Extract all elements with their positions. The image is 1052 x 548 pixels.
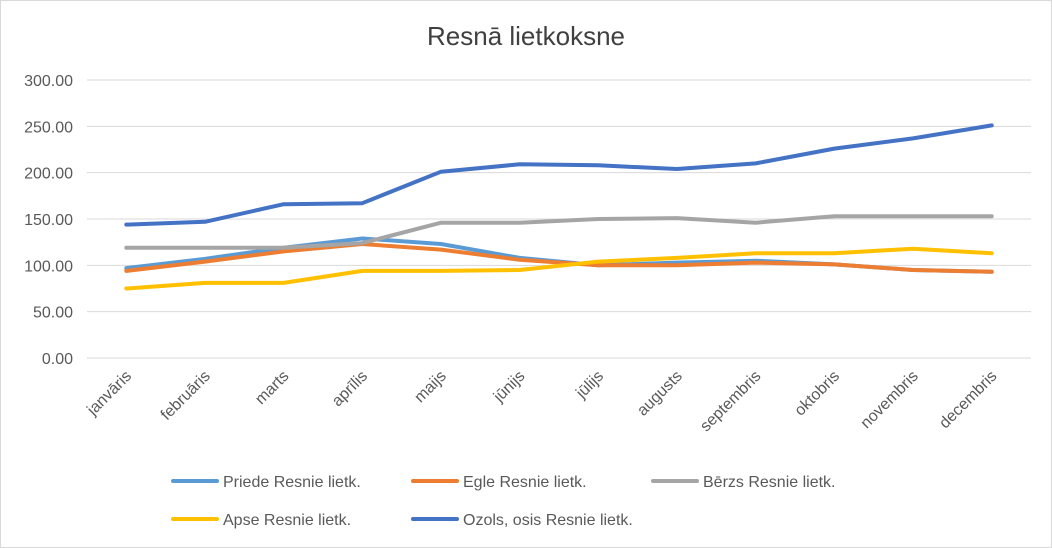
x-tick-label: jūlijs [572, 368, 607, 403]
y-tick-label: 100.00 [24, 258, 73, 275]
chart-title: Resnā lietkoksne [427, 21, 625, 51]
legend-label: Bērzs Resnie lietk. [703, 474, 836, 491]
x-tick-label: novembris [858, 368, 922, 432]
x-tick-label: decembris [936, 368, 1000, 432]
legend-label: Priede Resnie lietk. [223, 474, 361, 491]
y-tick-label: 300.00 [24, 73, 73, 90]
x-tick-label: oktobris [792, 368, 844, 420]
series-line-ozols-osis-resnie-lietk [124, 123, 994, 227]
x-tick-label: marts [252, 368, 292, 408]
legend-label: Egle Resnie lietk. [463, 474, 587, 491]
series-lines [124, 123, 994, 291]
series-line-egle-resnie-lietk [124, 242, 994, 274]
x-tick-label: augusts [634, 368, 686, 420]
legend-label: Ozols, osis Resnie lietk. [463, 512, 633, 529]
x-tick-label: jūnijs [490, 368, 529, 407]
y-tick-label: 0.00 [42, 351, 73, 368]
y-tick-label: 200.00 [24, 166, 73, 183]
x-tick-label: maijs [411, 368, 449, 406]
x-tick-label: aprīlis [329, 368, 371, 410]
x-tick-label: februāris [158, 368, 214, 424]
y-axis-ticks: 0.00 50.00 100.00 150.00 200.00 250.00 300.00 [24, 73, 73, 368]
x-tick-label: janvāris [83, 368, 135, 420]
legend: Priede Resnie lietk. Egle Resnie lietk. Bē… [171, 474, 836, 529]
legend-label: Apse Resnie lietk. [223, 512, 351, 529]
series-line-berzs-resnie-lietk [124, 214, 994, 250]
x-tick-label: septembris [697, 368, 764, 435]
x-axis-ticks: janvāris februāris marts aprīlis maijs jūnijs… [83, 368, 1000, 435]
y-tick-label: 50.00 [33, 305, 73, 322]
y-tick-label: 250.00 [24, 119, 73, 136]
series-line-apse-resnie-lietk [124, 246, 994, 291]
y-tick-label: 150.00 [24, 212, 73, 229]
